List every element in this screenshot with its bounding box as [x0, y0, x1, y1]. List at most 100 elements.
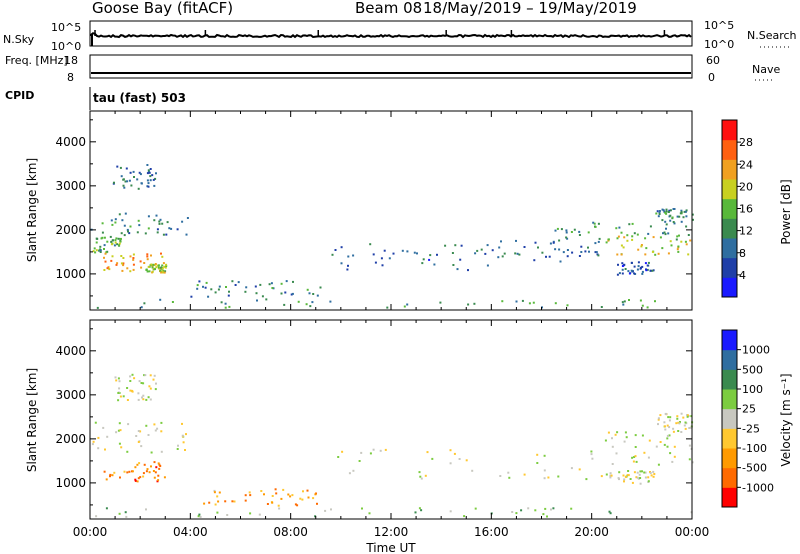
data-cell: [360, 451, 363, 454]
data-cell: [142, 472, 145, 475]
data-cell: [678, 215, 681, 218]
data-cell: [403, 305, 406, 308]
data-cell: [134, 478, 137, 481]
data-cell: [654, 300, 656, 303]
data-cell: [324, 509, 327, 512]
data-cell: [566, 237, 569, 240]
data-cell: [114, 376, 117, 379]
data-cell: [474, 252, 477, 255]
data-cell: [627, 270, 630, 273]
data-cell: [110, 240, 113, 243]
data-cell: [546, 515, 548, 518]
data-cell: [119, 476, 121, 479]
data-cell: [155, 266, 158, 269]
data-cell: [224, 302, 227, 305]
data-cell: [643, 451, 646, 454]
data-cell: [649, 225, 652, 228]
data-cell: [306, 489, 309, 492]
data-cell: [163, 271, 166, 274]
data-cell: [299, 497, 302, 500]
data-cell: [280, 497, 283, 500]
data-cell: [218, 491, 221, 494]
data-cell: [565, 231, 568, 234]
data-cell: [652, 475, 655, 478]
data-cell: [118, 244, 120, 247]
data-cell: [139, 476, 142, 479]
colorbar-tick-label: 25: [742, 403, 756, 416]
data-cell: [421, 262, 424, 265]
data-cell: [615, 452, 618, 455]
data-cell: [552, 507, 555, 510]
power-panel-frame: [89, 110, 693, 311]
data-cell: [384, 448, 387, 451]
data-cell: [456, 268, 459, 271]
data-cell: [687, 234, 690, 236]
velocity-y-axis: 1000 2000 3000 4000: [55, 328, 692, 506]
data-cell: [420, 509, 423, 512]
data-cell: [500, 240, 502, 243]
data-cell: [261, 295, 264, 298]
data-cell: [645, 247, 648, 250]
data-cell: [623, 480, 625, 483]
colorbar-tick-label: -500: [742, 462, 767, 475]
data-cell: [663, 231, 666, 234]
data-cell: [103, 236, 106, 239]
data-cell: [289, 495, 292, 498]
data-cell: [637, 477, 640, 480]
data-cell: [340, 262, 343, 265]
cpid-label: CPID: [5, 89, 34, 102]
data-cell: [667, 252, 670, 255]
data-cell: [634, 434, 637, 437]
data-cell: [146, 164, 149, 166]
colorbar-frame: [721, 329, 738, 508]
data-cell: [548, 255, 551, 258]
data-cell: [137, 430, 140, 432]
data-cell: [641, 265, 644, 268]
data-cell: [666, 445, 669, 448]
data-cell: [102, 426, 105, 429]
data-cell: [129, 225, 132, 228]
data-cell: [673, 455, 676, 458]
nave-tick-low: 0: [708, 71, 715, 84]
data-cell: [689, 426, 692, 429]
data-cell: [607, 238, 610, 241]
data-cell: [465, 459, 468, 462]
data-cell: [628, 272, 631, 275]
data-cell: [136, 231, 139, 234]
nsky-label: N.Sky: [3, 33, 35, 46]
data-cell: [663, 425, 666, 428]
data-cell: [543, 454, 546, 457]
data-cell: [104, 252, 107, 255]
data-cell: [658, 211, 661, 214]
data-cell: [151, 174, 154, 177]
data-cell: [157, 479, 160, 482]
data-cell: [294, 503, 297, 506]
data-cell: [154, 263, 157, 265]
data-cell: [126, 228, 129, 231]
data-cell: [652, 470, 655, 473]
data-cell: [123, 234, 126, 237]
data-cell: [134, 479, 137, 482]
data-cell: [99, 251, 102, 253]
data-cell: [309, 305, 312, 308]
data-cell: [680, 431, 683, 433]
data-cell: [133, 377, 136, 380]
data-cell: [621, 272, 624, 275]
data-cell: [685, 209, 688, 212]
data-cell: [116, 243, 119, 246]
data-cell: [597, 254, 600, 257]
data-cell: [473, 302, 476, 305]
data-cell: [444, 244, 447, 247]
data-cell: [133, 176, 135, 178]
colorbar-tick-label: 12: [739, 225, 753, 238]
data-cell: [691, 461, 694, 464]
data-cell: [663, 443, 666, 446]
data-cell: [160, 252, 162, 255]
data-cell: [352, 254, 355, 257]
data-cell: [534, 509, 537, 512]
data-cell: [386, 306, 389, 309]
data-cell: [129, 270, 132, 273]
data-cell: [623, 236, 626, 239]
data-cell: [127, 423, 130, 426]
data-cell: [128, 179, 131, 182]
